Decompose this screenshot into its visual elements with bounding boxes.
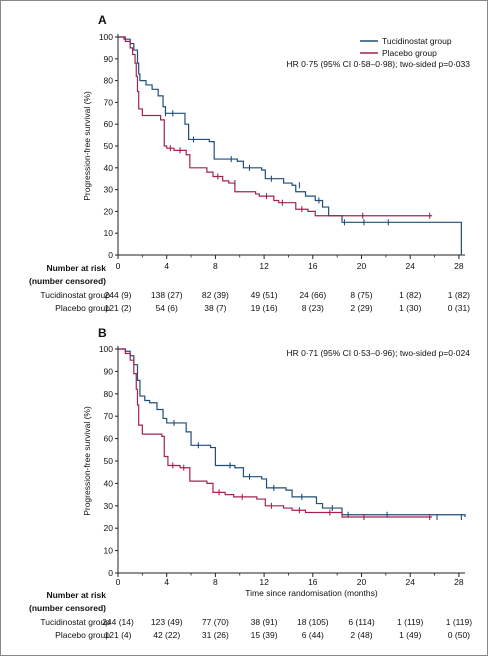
x-tick-label: 12 [259,577,269,587]
risk-row-label: Tucidinostat group [40,617,110,627]
y-tick-label: 60 [104,434,114,444]
risk-count: 1 (82) [448,290,470,300]
risk-count: 1 (82) [399,290,421,300]
panel-label: B [98,326,107,340]
legend-label: Tucidinostat group [382,36,452,46]
risk-count: 244 (14) [102,617,134,627]
risk-count: 24 (66) [299,290,326,300]
risk-table-subheader: (number censored) [29,276,106,286]
x-tick-label: 12 [259,261,269,271]
risk-count: 6 (114) [348,617,374,627]
risk-count: 1 (119) [446,617,472,627]
risk-count: 31 (26) [202,630,229,640]
y-tick-label: 80 [104,389,114,399]
risk-count: 77 (70) [202,617,229,627]
risk-count: 123 (49) [151,617,183,627]
x-tick-label: 0 [116,261,121,271]
risk-table-header: Number at risk [46,263,106,273]
risk-count: 8 (23) [302,303,324,313]
x-axis-label: Time since randomisation (months) [245,588,378,598]
risk-count: 121 (4) [105,630,132,640]
risk-count: 1 (30) [399,303,421,313]
risk-count: 42 (22) [153,630,180,640]
risk-count: 2 (48) [350,630,372,640]
y-tick-label: 70 [104,411,114,421]
risk-count: 138 (27) [151,290,183,300]
x-tick-label: 28 [454,261,464,271]
hr-annotation: HR 0·71 (95% CI 0·53–0·96); two-sided p=… [286,348,470,358]
km-curve-placebo [118,348,433,518]
risk-count: 82 (39) [202,290,229,300]
risk-count: 49 (51) [251,290,278,300]
y-tick-label: 80 [104,76,114,86]
risk-count: 244 (9) [105,290,132,300]
y-axis-label: Progression-free survival (%) [82,406,92,516]
x-tick-label: 28 [454,577,464,587]
risk-count: 8 (75) [350,290,372,300]
y-tick-label: 10 [104,546,114,556]
risk-count: 0 (31) [448,303,470,313]
risk-count: 18 (105) [297,617,329,627]
y-tick-label: 40 [104,478,114,488]
risk-count: 1 (49) [399,630,421,640]
x-tick-label: 8 [213,577,218,587]
x-tick-label: 8 [213,261,218,271]
x-tick-label: 16 [308,261,318,271]
x-tick-label: 20 [357,261,367,271]
risk-count: 54 (6) [156,303,178,313]
x-tick-label: 24 [405,577,415,587]
risk-count: 38 (91) [251,617,278,627]
risk-row-label: Placebo group [55,630,110,640]
y-tick-label: 0 [108,568,113,578]
x-tick-label: 4 [164,577,169,587]
panel-label: A [98,13,107,27]
hr-annotation: HR 0·75 (95% CI 0·58–0·98); two-sided p=… [286,59,470,69]
y-tick-label: 30 [104,185,114,195]
y-tick-label: 100 [99,32,113,42]
y-tick-label: 0 [108,250,113,260]
risk-table-subheader: (number censored) [29,603,106,613]
y-tick-label: 90 [104,54,114,64]
y-tick-label: 100 [99,344,113,354]
km-curve-tucidinostat [118,36,462,255]
y-tick-label: 30 [104,501,114,511]
x-tick-label: 20 [357,577,367,587]
risk-row-label: Tucidinostat group [40,290,110,300]
y-tick-label: 90 [104,366,114,376]
risk-count: 121 (2) [105,303,132,313]
risk-table-header: Number at risk [46,590,106,600]
risk-count: 38 (7) [204,303,226,313]
y-tick-label: 50 [104,456,114,466]
risk-count: 1 (119) [397,617,423,627]
x-tick-label: 16 [308,577,318,587]
risk-count: 0 (50) [448,630,470,640]
y-tick-label: 50 [104,141,114,151]
x-tick-label: 4 [164,261,169,271]
risk-count: 2 (29) [350,303,372,313]
y-tick-label: 70 [104,97,114,107]
risk-count: 6 (44) [302,630,324,640]
y-tick-label: 20 [104,523,114,533]
y-tick-label: 20 [104,206,114,216]
y-tick-label: 60 [104,119,114,129]
y-axis-label: Progression-free survival (%) [82,91,92,201]
legend-label: Placebo group [382,48,437,58]
x-tick-label: 0 [116,577,121,587]
x-tick-label: 24 [405,261,415,271]
y-tick-label: 40 [104,163,114,173]
risk-row-label: Placebo group [55,303,110,313]
km-curve-placebo [118,36,433,217]
km-curve-tucidinostat [118,348,466,517]
y-tick-label: 10 [104,228,114,238]
risk-count: 19 (16) [251,303,278,313]
risk-count: 15 (39) [251,630,278,640]
